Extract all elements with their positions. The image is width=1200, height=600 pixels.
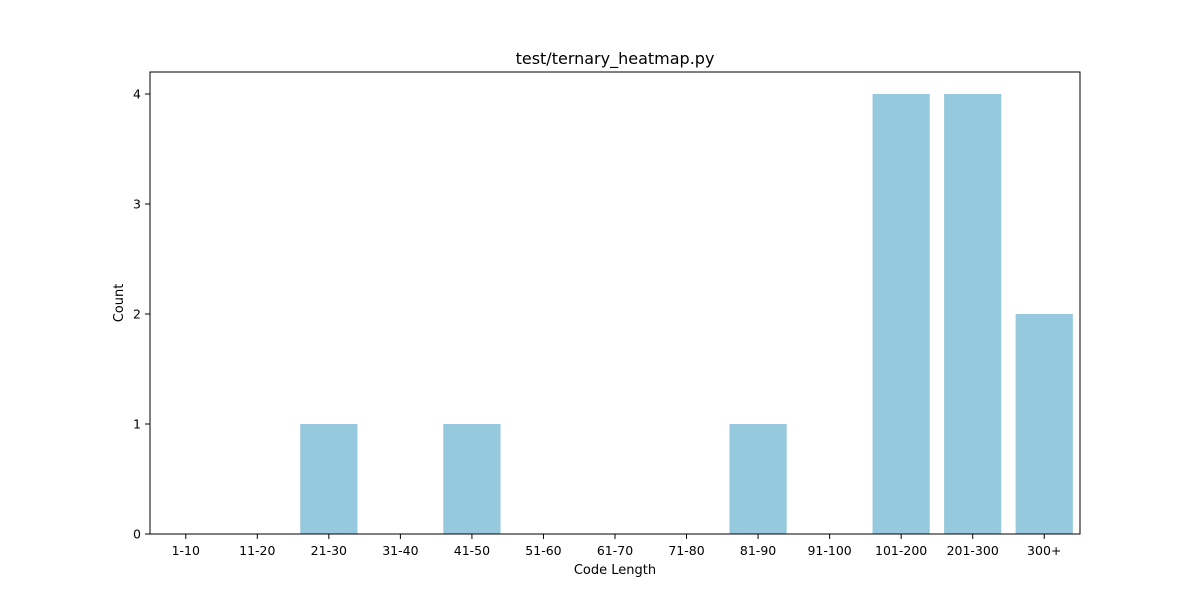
x-tick-label: 21-30 xyxy=(311,543,347,558)
bar-101-200 xyxy=(872,94,930,534)
x-axis-label: Code Length xyxy=(574,563,656,578)
bar-41-50 xyxy=(443,424,501,534)
bar-21-30 xyxy=(300,424,358,534)
x-tick-label: 51-60 xyxy=(525,543,561,558)
y-tick-label: 0 xyxy=(133,527,141,542)
x-tick-label: 31-40 xyxy=(382,543,418,558)
x-tick-label: 1-10 xyxy=(172,543,200,558)
x-tick-label: 81-90 xyxy=(740,543,776,558)
bar-201-300 xyxy=(944,94,1002,534)
plot-frame xyxy=(149,71,1081,535)
y-tick-label: 1 xyxy=(133,417,141,432)
x-tick-label: 41-50 xyxy=(454,543,490,558)
bar-300+ xyxy=(1015,314,1073,534)
x-tick-label: 101-200 xyxy=(875,543,927,558)
y-tick-label: 4 xyxy=(133,87,141,102)
y-axis: 0 1 2 3 4 xyxy=(133,87,150,542)
bars-group xyxy=(300,94,1073,534)
x-tick-label: 71-80 xyxy=(668,543,704,558)
bar-81-90 xyxy=(729,424,787,534)
y-tick-label: 2 xyxy=(133,307,141,322)
x-tick-label: 300+ xyxy=(1027,543,1061,558)
y-tick-label: 3 xyxy=(133,197,141,212)
x-tick-label: 11-20 xyxy=(239,543,275,558)
x-tick-label: 91-100 xyxy=(807,543,851,558)
chart-title: test/ternary_heatmap.py xyxy=(516,49,715,69)
x-axis: 1-10 11-20 21-30 31-40 41-50 51-60 61-70 71-80 8… xyxy=(172,534,1061,558)
x-tick-label: 61-70 xyxy=(597,543,633,558)
x-tick-label: 201-300 xyxy=(947,543,999,558)
y-axis-label: Count xyxy=(112,284,127,323)
